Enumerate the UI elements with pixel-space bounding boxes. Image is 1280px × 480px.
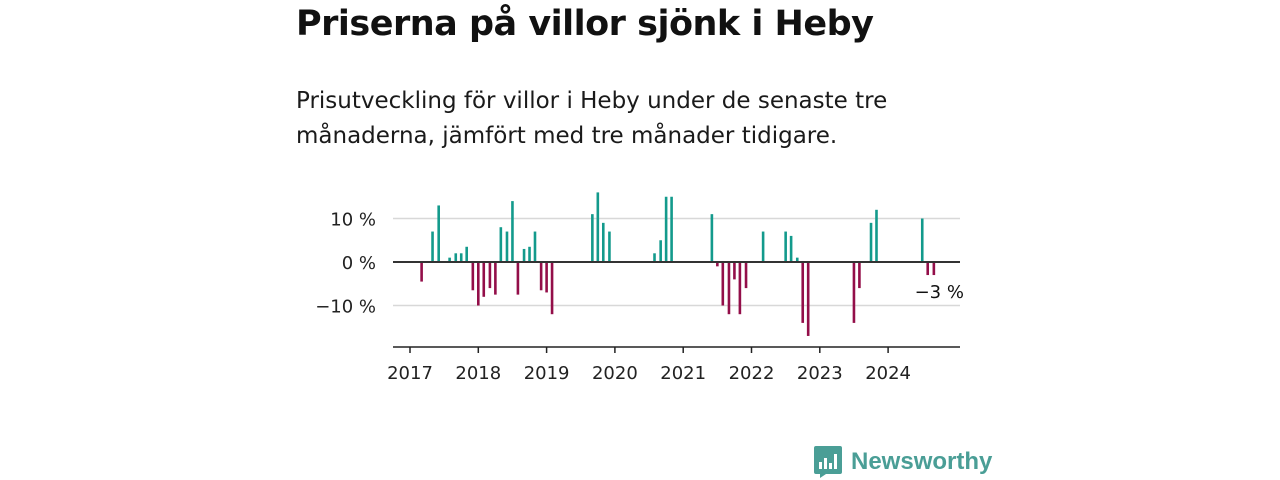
x-tick-label: 2022 — [729, 363, 775, 384]
bars — [420, 192, 936, 336]
bar — [664, 196, 668, 262]
bar — [670, 196, 673, 262]
bar — [653, 253, 656, 262]
x-tick-label: 2023 — [797, 363, 843, 384]
bar — [738, 262, 742, 315]
bar — [926, 262, 930, 276]
bar — [744, 262, 748, 289]
bar — [528, 246, 531, 262]
annotation-label: −3 % — [915, 282, 964, 303]
bar — [733, 262, 736, 280]
bar — [482, 262, 486, 297]
brand-logo: Newsworthy — [814, 446, 992, 478]
bar — [431, 231, 434, 262]
bar — [721, 262, 725, 306]
x-tick-label: 2024 — [865, 363, 911, 384]
bar — [608, 231, 611, 262]
x-tick-label: 2021 — [660, 363, 706, 384]
bar — [522, 248, 526, 262]
bar — [875, 209, 878, 262]
bar — [858, 262, 861, 289]
bar — [932, 262, 936, 276]
labels: 10 % 0 % −10 % 2017 2018 2019 2020 2021 2022 2023… — [315, 210, 964, 385]
bar — [454, 253, 458, 262]
bar — [806, 262, 810, 336]
chart-title: Priserna på villor sjönk i Heby — [296, 4, 874, 44]
bar — [505, 231, 509, 262]
bar — [477, 262, 480, 306]
bar — [471, 262, 475, 291]
x-tick-label: 2020 — [592, 363, 638, 384]
bar — [801, 262, 805, 323]
brand-name: Newsworthy — [851, 448, 993, 475]
bar — [550, 262, 554, 315]
bar — [437, 205, 440, 262]
axes — [393, 261, 960, 353]
bar — [516, 262, 520, 295]
bar — [795, 257, 799, 262]
bar — [459, 253, 463, 262]
bar — [869, 222, 873, 262]
bar — [465, 246, 468, 262]
bar — [488, 262, 492, 289]
chart-subtitle: Prisutveckling för villor i Heby under d… — [296, 88, 888, 149]
bar — [852, 262, 856, 323]
bar — [494, 262, 497, 295]
bar — [761, 231, 765, 262]
y-tick-label: −10 % — [315, 297, 376, 318]
bar — [784, 231, 787, 262]
bar — [511, 201, 514, 262]
grid-lines — [393, 217, 960, 307]
bar — [789, 235, 793, 262]
bar — [710, 214, 714, 262]
bar — [596, 192, 600, 262]
bar — [499, 227, 503, 262]
bar — [727, 262, 731, 315]
bar — [716, 262, 719, 267]
y-tick-label: 0 % — [342, 253, 376, 274]
bar — [420, 262, 423, 282]
bar — [533, 231, 537, 262]
bar — [591, 214, 594, 262]
bar — [545, 262, 548, 293]
x-tick-label: 2019 — [524, 363, 570, 384]
y-tick-label: 10 % — [330, 210, 376, 231]
x-tick-label: 2018 — [455, 363, 501, 384]
x-tick-label: 2017 — [387, 363, 433, 384]
chart-bubble-icon — [814, 446, 842, 478]
bar — [448, 257, 451, 262]
bar — [659, 240, 662, 262]
bar — [539, 262, 543, 291]
bar — [601, 222, 605, 262]
bar — [920, 218, 924, 262]
